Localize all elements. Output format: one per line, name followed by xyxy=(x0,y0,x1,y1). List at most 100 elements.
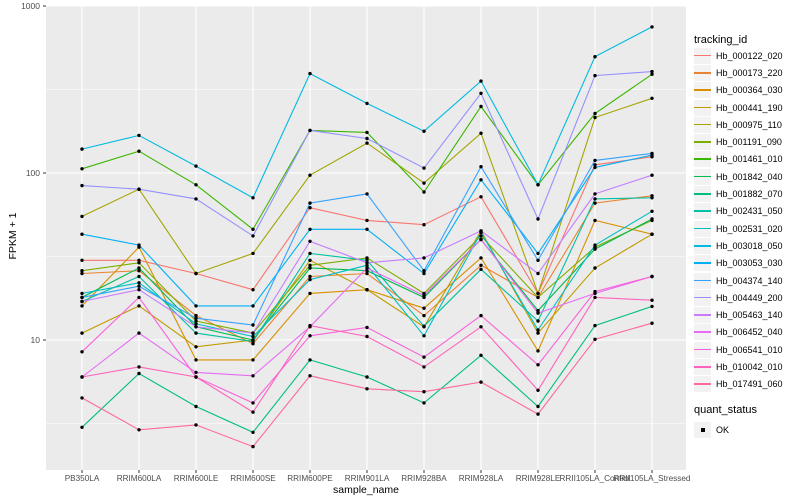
legend-item-label: Hb_003053_030 xyxy=(716,258,783,269)
data-point xyxy=(650,209,654,213)
data-point xyxy=(422,306,426,310)
data-point xyxy=(365,227,369,231)
data-point xyxy=(308,323,312,328)
data-point xyxy=(251,251,255,256)
legend-item: Hb_006541_010 xyxy=(694,341,783,358)
data-point xyxy=(593,111,597,116)
x-tick-label: RRIM928LE xyxy=(515,474,561,483)
legend-item-label: Hb_004449_200 xyxy=(716,292,783,303)
data-point xyxy=(422,223,426,227)
data-point xyxy=(194,404,198,409)
data-point xyxy=(650,96,654,101)
y-tick-label: 100 xyxy=(25,168,40,178)
data-point xyxy=(251,323,255,327)
data-point xyxy=(479,267,483,271)
data-point xyxy=(137,269,141,273)
legend-line-swatch xyxy=(694,141,711,143)
data-point xyxy=(80,425,84,429)
y-tick-label: 10 xyxy=(30,335,40,345)
data-point xyxy=(251,227,255,231)
data-point xyxy=(593,73,597,78)
data-point xyxy=(194,164,198,168)
x-tick-label: RRIM928BA xyxy=(401,474,447,483)
legend-key-line-icon xyxy=(694,289,711,306)
panel-background xyxy=(46,6,686,470)
data-point xyxy=(422,166,426,170)
data-point xyxy=(593,323,597,328)
data-point xyxy=(194,322,198,326)
x-tick-label: RRIM600LA xyxy=(116,474,162,483)
legend-line-swatch xyxy=(694,210,711,212)
legend-item: Hb_003018_050 xyxy=(694,237,783,254)
data-point xyxy=(194,183,198,187)
data-point xyxy=(365,258,369,262)
data-point xyxy=(593,243,597,247)
data-point xyxy=(365,375,369,379)
data-point xyxy=(194,271,198,276)
data-point xyxy=(194,423,198,427)
legend-line-swatch xyxy=(694,366,711,368)
data-point xyxy=(308,277,312,282)
data-point xyxy=(137,281,141,285)
data-point xyxy=(308,206,312,210)
data-point xyxy=(365,130,369,135)
data-point xyxy=(308,227,312,231)
data-point xyxy=(422,324,426,328)
legend-key-line-icon xyxy=(694,376,711,393)
data-point xyxy=(593,289,597,294)
data-point xyxy=(251,331,255,335)
data-point xyxy=(137,149,141,153)
data-point xyxy=(593,201,597,205)
legend-item-label: Hb_000364_030 xyxy=(716,85,783,96)
data-point xyxy=(650,196,654,200)
data-point xyxy=(422,271,426,276)
legend-key-line-icon xyxy=(694,151,711,168)
y-axis-title: FPKM + 1 xyxy=(7,212,19,260)
data-point xyxy=(365,266,369,270)
data-point xyxy=(422,190,426,194)
data-point xyxy=(80,375,84,379)
legend-item: Hb_001461_010 xyxy=(694,151,783,168)
data-point xyxy=(137,133,141,138)
legend-item-label: Hb_006452_040 xyxy=(716,327,783,338)
data-point xyxy=(365,136,369,141)
legend-item: Hb_017491_060 xyxy=(694,376,783,393)
legend-line-swatch xyxy=(694,158,711,161)
data-point xyxy=(137,258,141,262)
data-point xyxy=(536,271,540,276)
data-point xyxy=(536,311,540,315)
legend-item-label: Hb_004374_140 xyxy=(716,275,783,286)
data-point xyxy=(593,163,597,167)
legend-key-line-icon xyxy=(694,134,711,151)
data-point xyxy=(593,218,597,223)
data-point xyxy=(80,396,84,400)
data-point xyxy=(194,331,198,335)
legend-line-swatch xyxy=(694,71,711,74)
data-point xyxy=(308,251,312,256)
legend-key-line-icon xyxy=(694,47,711,64)
data-point xyxy=(536,291,540,296)
data-point xyxy=(137,371,141,376)
data-point xyxy=(80,295,84,300)
data-point xyxy=(422,334,426,338)
data-point xyxy=(80,167,84,171)
data-point xyxy=(593,337,597,341)
legend-item-label: Hb_000122_020 xyxy=(716,50,783,61)
legend-key-line-icon xyxy=(694,168,711,185)
data-point xyxy=(308,239,312,243)
data-point xyxy=(650,321,654,325)
data-point xyxy=(137,428,141,432)
legend-item: Hb_002431_050 xyxy=(694,203,783,220)
x-tick-label: RRIM928LA xyxy=(458,474,504,483)
x-tick-label: RRIM901LA xyxy=(344,474,390,483)
shape-legend-item: OK xyxy=(694,421,729,438)
data-point xyxy=(80,258,84,262)
data-point xyxy=(422,256,426,260)
shape-legend-item-label: OK xyxy=(716,424,730,435)
data-point xyxy=(479,234,483,238)
data-point xyxy=(593,266,597,270)
data-point xyxy=(308,258,312,262)
legend-key-line-icon xyxy=(694,220,711,237)
data-point xyxy=(422,269,426,273)
data-point xyxy=(251,339,255,344)
